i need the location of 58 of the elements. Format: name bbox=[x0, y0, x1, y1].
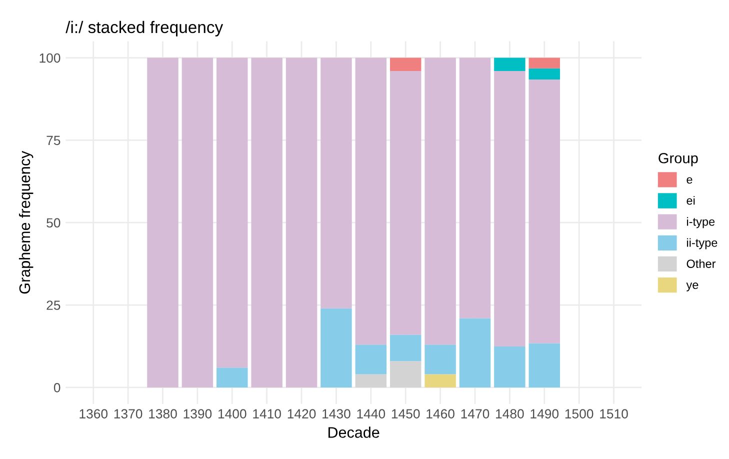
legend-title: Group bbox=[658, 152, 698, 166]
x-tick-label: 1440 bbox=[357, 409, 386, 418]
x-tick-label: 1460 bbox=[426, 409, 454, 418]
bar bbox=[390, 361, 422, 388]
bar bbox=[528, 68, 560, 80]
bar bbox=[286, 58, 318, 388]
legend-label: ei bbox=[686, 196, 695, 205]
x-tick-label: 1370 bbox=[114, 409, 142, 418]
x-tick-label: 1480 bbox=[496, 409, 524, 418]
x-tick-label: 1420 bbox=[288, 409, 316, 418]
bar bbox=[424, 374, 456, 388]
bar bbox=[424, 58, 456, 345]
chart-title: /i:/ stacked frequency bbox=[66, 20, 224, 36]
bar bbox=[494, 58, 526, 71]
bar bbox=[528, 80, 560, 344]
bar bbox=[528, 343, 560, 388]
bar bbox=[216, 58, 248, 368]
bar bbox=[459, 318, 491, 388]
x-tick-label: 1510 bbox=[600, 409, 628, 418]
x-tick-label: 1490 bbox=[530, 409, 559, 418]
bar bbox=[355, 58, 387, 345]
legend-label: e bbox=[686, 177, 692, 184]
bar bbox=[147, 58, 178, 388]
bar bbox=[390, 70, 422, 335]
bar bbox=[424, 344, 456, 374]
bar bbox=[320, 58, 352, 308]
bar bbox=[390, 58, 422, 71]
bar bbox=[355, 344, 387, 374]
y-tick-label: 50 bbox=[46, 218, 60, 228]
x-tick-label: 1360 bbox=[80, 409, 108, 418]
legend-label: i-type bbox=[687, 217, 715, 228]
x-tick-label: 1410 bbox=[253, 409, 281, 418]
legend-label: ye bbox=[686, 282, 698, 292]
bar bbox=[494, 346, 526, 388]
bar bbox=[528, 58, 560, 68]
bar bbox=[390, 334, 422, 362]
x-tick-label: 1380 bbox=[149, 409, 177, 418]
bar bbox=[182, 58, 214, 388]
y-tick-label: 25 bbox=[46, 300, 60, 310]
y-tick-label: 75 bbox=[46, 136, 60, 146]
x-tick-label: 1450 bbox=[392, 409, 420, 418]
y-tick-label: 0 bbox=[54, 383, 60, 392]
y-tick-label: 100 bbox=[40, 53, 60, 63]
y-axis-title: Grapheme frequency bbox=[18, 150, 34, 294]
legend-label: ii-type bbox=[687, 238, 718, 250]
x-axis-title: Decade bbox=[328, 426, 380, 438]
bar bbox=[494, 70, 526, 347]
legend-label: Other bbox=[686, 259, 716, 268]
bar bbox=[216, 368, 248, 388]
bar bbox=[459, 58, 491, 318]
x-tick-label: 1470 bbox=[461, 409, 490, 418]
x-tick-label: 1430 bbox=[322, 409, 350, 418]
bar bbox=[320, 308, 352, 388]
bar bbox=[251, 58, 282, 388]
bar bbox=[355, 374, 387, 388]
x-tick-label: 1390 bbox=[184, 409, 212, 418]
x-tick-label: 1400 bbox=[218, 409, 246, 418]
x-tick-label: 1500 bbox=[565, 409, 594, 418]
